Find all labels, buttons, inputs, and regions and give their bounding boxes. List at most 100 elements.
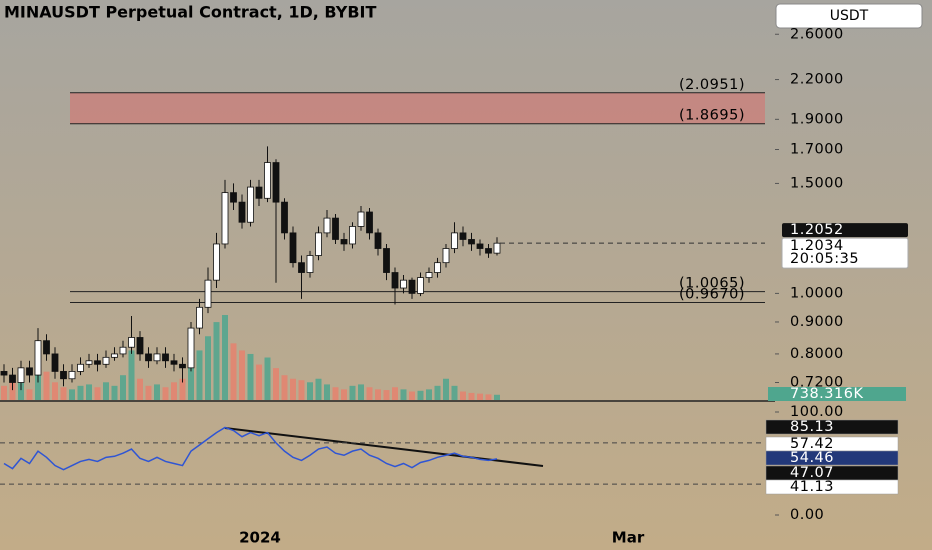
y-tick-label: 0.9000 <box>790 314 844 330</box>
candle-body <box>264 162 271 199</box>
candle-body <box>476 243 484 249</box>
y-tick-label: 1.5000 <box>790 175 844 191</box>
candle-body <box>442 248 450 264</box>
volume-bar <box>52 382 58 400</box>
volume-bar <box>256 364 262 400</box>
candle-body <box>128 337 135 348</box>
volume-bar <box>1 385 7 400</box>
level-label: (1.8695) <box>679 108 745 124</box>
rsi-tick-label: 0.00 <box>790 507 824 523</box>
y-tick-label: 0.8000 <box>790 346 844 362</box>
y-tick-label: 1.7000 <box>790 141 844 157</box>
rsi-tick-label: 100.00 <box>790 404 844 420</box>
level-label: (2.0951) <box>679 77 745 93</box>
volume-bar <box>154 384 160 400</box>
candle-body <box>213 243 220 281</box>
candle-body <box>408 279 416 294</box>
volume-bar <box>120 375 126 400</box>
candle-body <box>17 367 25 383</box>
volume-bar <box>128 350 135 400</box>
candle-body <box>459 232 467 240</box>
candle-body <box>204 279 212 308</box>
candle-body <box>136 337 144 355</box>
candle-body <box>85 360 93 365</box>
candle-body <box>0 371 8 376</box>
candle-body <box>374 232 382 249</box>
candle-body <box>315 232 322 256</box>
volume-bar <box>366 387 373 400</box>
volume-bar <box>358 384 364 400</box>
volume-bar <box>298 380 305 400</box>
countdown: 20:05:35 <box>790 251 859 267</box>
volume-bar <box>324 384 330 400</box>
candle-body <box>383 248 390 273</box>
rsi-marker: 85.13 <box>790 419 834 435</box>
volume-bar <box>332 387 339 400</box>
volume-box <box>768 387 906 401</box>
candle-body <box>434 262 441 273</box>
volume-bar <box>460 391 466 400</box>
currency-button[interactable] <box>775 3 923 29</box>
candle-body <box>111 353 118 358</box>
y-tick-label: 0.7200 <box>790 374 844 390</box>
y-tick-label: 1.9000 <box>790 111 844 127</box>
candle-body <box>94 360 101 365</box>
rsi-marker: 47.07 <box>790 465 834 481</box>
candle-body <box>306 255 314 273</box>
candle-body <box>357 211 365 227</box>
volume-bar <box>443 378 449 400</box>
candle-body <box>272 162 280 203</box>
currency-label[interactable]: USDT <box>830 8 869 24</box>
volume-bar <box>77 385 84 400</box>
candle-body <box>43 340 50 355</box>
candle-body <box>51 353 59 372</box>
rsi-marker: 57.42 <box>790 436 834 452</box>
volume-bar <box>290 378 296 400</box>
volume-bar <box>281 375 288 400</box>
volume-bar <box>247 353 254 400</box>
rsi-marker-box <box>765 450 899 466</box>
candle-body <box>9 374 16 383</box>
volume-bar <box>494 394 500 400</box>
candle-body <box>153 353 161 362</box>
volume-bar <box>69 389 75 400</box>
volume-bar <box>60 387 67 400</box>
chart-title: MINAUSDT Perpetual Contract, 1D, BYBIT <box>4 3 376 22</box>
candle-body <box>349 226 356 245</box>
candle-body <box>391 272 399 289</box>
candle-body <box>468 239 475 245</box>
volume-bar <box>196 350 203 400</box>
rsi-marker-box <box>765 419 899 435</box>
volume-bar <box>145 385 152 400</box>
volume-bar <box>392 387 398 400</box>
last-price: 1.2034 <box>790 238 844 254</box>
volume-bar <box>451 385 458 400</box>
candle-body <box>417 277 424 294</box>
candle-body <box>425 272 433 278</box>
volume-bar <box>171 382 177 400</box>
volume-bar <box>111 385 118 400</box>
candle-body <box>400 279 407 289</box>
volume-bar <box>400 389 407 400</box>
volume-bar <box>485 394 492 400</box>
volume-bar <box>417 390 424 400</box>
volume-bar <box>222 315 228 400</box>
volume-bar <box>188 361 194 400</box>
rsi-line <box>3 426 498 471</box>
resistance-zone <box>70 92 765 124</box>
candle-body <box>60 371 67 380</box>
volume-bar <box>9 382 16 400</box>
volume-bar <box>86 384 92 400</box>
candle-body <box>493 242 501 254</box>
candle-body <box>323 217 331 234</box>
volume-bar <box>383 390 390 400</box>
volume-bar <box>230 343 237 400</box>
candle-body <box>145 353 152 362</box>
candle-body <box>289 232 297 264</box>
candle-body <box>187 327 195 369</box>
candle-body <box>485 248 492 254</box>
volume-bar <box>273 368 279 400</box>
marker-price: 1.2052 <box>790 222 844 238</box>
volume-label: 738.316K <box>790 386 863 402</box>
volume-bar <box>409 391 415 400</box>
